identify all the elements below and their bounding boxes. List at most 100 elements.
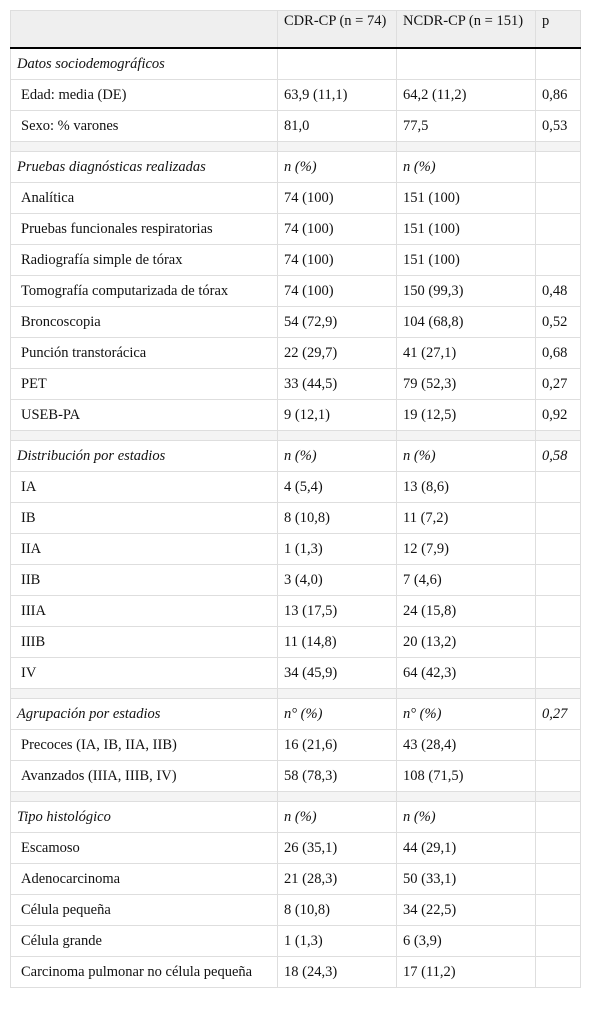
section-cell: n (%) — [396, 150, 536, 183]
p-value — [535, 862, 581, 895]
spacer-cell — [10, 790, 278, 802]
cell: 22 (29,7) — [277, 336, 397, 369]
p-value: 0,27 — [535, 697, 581, 730]
p-value: 0,53 — [535, 109, 581, 142]
p-value — [535, 893, 581, 926]
cell: 151 (100) — [396, 243, 536, 276]
cell: 6 (3,9) — [396, 924, 536, 957]
p-value — [535, 955, 581, 988]
p-value — [535, 563, 581, 596]
cell: 77,5 — [396, 109, 536, 142]
p-value — [535, 532, 581, 565]
section-title: Pruebas diagnósticas realizadas — [10, 150, 278, 183]
row-label: Tomografía computarizada de tórax — [10, 274, 278, 307]
spacer-cell — [535, 790, 581, 802]
p-value — [535, 150, 581, 183]
section-cell: n (%) — [396, 800, 536, 833]
table-header: CDR-CP (n = 74) NCDR-CP (n = 151) p — [10, 10, 581, 49]
cell: 44 (29,1) — [396, 831, 536, 864]
section-title: Tipo histológico — [10, 800, 278, 833]
spacer-row — [10, 140, 581, 152]
row-label: Célula grande — [10, 924, 278, 957]
cell: 8 (10,8) — [277, 893, 397, 926]
cell: 18 (24,3) — [277, 955, 397, 988]
p-value — [535, 47, 581, 80]
row-label: IIB — [10, 563, 278, 596]
p-value — [535, 594, 581, 627]
spacer-cell — [535, 687, 581, 699]
data-row: Edad: media (DE) 63,9 (11,1) 64,2 (11,2) 0,… — [10, 78, 581, 111]
row-label: PET — [10, 367, 278, 400]
cell: 11 (14,8) — [277, 625, 397, 658]
cell: 151 (100) — [396, 181, 536, 214]
spacer-cell — [10, 140, 278, 152]
cell: 1 (1,3) — [277, 532, 397, 565]
cell: 8 (10,8) — [277, 501, 397, 534]
section-title: Datos sociodemográficos — [10, 47, 278, 80]
row-label: Sexo: % varones — [10, 109, 278, 142]
cell: 74 (100) — [277, 243, 397, 276]
section-row: Pruebas diagnósticas realizadas n (%) n (%… — [10, 150, 581, 183]
cell: 81,0 — [277, 109, 397, 142]
spacer-cell — [396, 687, 536, 699]
p-value — [535, 831, 581, 864]
spacer-cell — [277, 140, 397, 152]
row-label: IIIB — [10, 625, 278, 658]
data-row: Carcinoma pulmonar no célula pequeña 18 (… — [10, 955, 581, 988]
cell: 26 (35,1) — [277, 831, 397, 864]
header-row: CDR-CP (n = 74) NCDR-CP (n = 151) p — [10, 10, 581, 49]
spacer-cell — [535, 140, 581, 152]
data-row: IB 8 (10,8) 11 (7,2) — [10, 501, 581, 534]
table-body: Datos sociodemográficos Edad: media (DE) 6… — [10, 47, 581, 988]
p-value — [535, 728, 581, 761]
cell: 34 (22,5) — [396, 893, 536, 926]
cell: 64,2 (11,2) — [396, 78, 536, 111]
cell: 64 (42,3) — [396, 656, 536, 689]
section-cell: n° (%) — [277, 697, 397, 730]
p-value: 0,27 — [535, 367, 581, 400]
cell: 150 (99,3) — [396, 274, 536, 307]
section-cell: n (%) — [277, 150, 397, 183]
data-row: IA 4 (5,4) 13 (8,6) — [10, 470, 581, 503]
data-table: CDR-CP (n = 74) NCDR-CP (n = 151) p Dato… — [10, 10, 581, 988]
data-row: Avanzados (IIIA, IIIB, IV) 58 (78,3) 108 (… — [10, 759, 581, 792]
row-label: Carcinoma pulmonar no célula pequeña — [10, 955, 278, 988]
section-cell: n (%) — [277, 439, 397, 472]
cell: 24 (15,8) — [396, 594, 536, 627]
spacer-cell — [396, 790, 536, 802]
cell: 3 (4,0) — [277, 563, 397, 596]
cell: 41 (27,1) — [396, 336, 536, 369]
data-row: Escamoso 26 (35,1) 44 (29,1) — [10, 831, 581, 864]
data-row: Broncoscopia 54 (72,9) 104 (68,8) 0,52 — [10, 305, 581, 338]
row-label: Broncoscopia — [10, 305, 278, 338]
row-label: Precoces (IA, IB, IIA, IIB) — [10, 728, 278, 761]
cell: 63,9 (11,1) — [277, 78, 397, 111]
row-label: IV — [10, 656, 278, 689]
row-label: Adenocarcinoma — [10, 862, 278, 895]
section-cell: n° (%) — [396, 697, 536, 730]
section-row: Datos sociodemográficos — [10, 47, 581, 80]
row-label: USEB-PA — [10, 398, 278, 431]
p-value — [535, 800, 581, 833]
data-row: IIIB 11 (14,8) 20 (13,2) — [10, 625, 581, 658]
p-value — [535, 625, 581, 658]
data-row: Precoces (IA, IB, IIA, IIB) 16 (21,6) 43 (… — [10, 728, 581, 761]
section-row: Tipo histológico n (%) n (%) — [10, 800, 581, 833]
row-label: Avanzados (IIIA, IIIB, IV) — [10, 759, 278, 792]
spacer-row — [10, 687, 581, 699]
p-value — [535, 243, 581, 276]
cell: 43 (28,4) — [396, 728, 536, 761]
row-label: Escamoso — [10, 831, 278, 864]
p-value — [535, 924, 581, 957]
spacer-cell — [396, 429, 536, 441]
row-label: Radiografía simple de tórax — [10, 243, 278, 276]
cell: 74 (100) — [277, 274, 397, 307]
data-row: Sexo: % varones 81,0 77,5 0,53 — [10, 109, 581, 142]
row-label: Célula pequeña — [10, 893, 278, 926]
cell: 7 (4,6) — [396, 563, 536, 596]
data-row: Adenocarcinoma 21 (28,3) 50 (33,1) — [10, 862, 581, 895]
header-cell: NCDR-CP (n = 151) — [396, 10, 536, 49]
p-value: 0,52 — [535, 305, 581, 338]
cell: 4 (5,4) — [277, 470, 397, 503]
